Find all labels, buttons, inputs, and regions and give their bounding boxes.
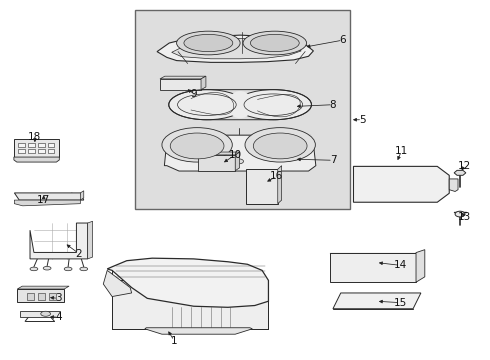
Ellipse shape bbox=[243, 31, 307, 55]
Polygon shape bbox=[278, 166, 282, 204]
Polygon shape bbox=[164, 135, 316, 171]
Polygon shape bbox=[454, 170, 466, 175]
Bar bbox=[48, 149, 54, 153]
Text: 7: 7 bbox=[330, 155, 336, 165]
Ellipse shape bbox=[64, 267, 72, 271]
Bar bbox=[27, 293, 34, 300]
Ellipse shape bbox=[228, 91, 252, 118]
Text: 5: 5 bbox=[359, 115, 366, 125]
Text: 8: 8 bbox=[330, 100, 336, 110]
Polygon shape bbox=[198, 155, 235, 171]
Ellipse shape bbox=[41, 311, 50, 316]
Bar bbox=[49, 293, 56, 300]
Bar bbox=[18, 143, 25, 147]
Text: 17: 17 bbox=[37, 195, 50, 205]
Text: 4: 4 bbox=[55, 312, 62, 322]
Polygon shape bbox=[416, 250, 425, 282]
Ellipse shape bbox=[235, 90, 312, 120]
Text: 11: 11 bbox=[395, 146, 408, 156]
Polygon shape bbox=[107, 258, 269, 307]
Polygon shape bbox=[14, 200, 80, 206]
Polygon shape bbox=[14, 193, 84, 200]
Bar bbox=[28, 149, 35, 153]
Text: 18: 18 bbox=[28, 132, 42, 142]
Ellipse shape bbox=[170, 133, 224, 159]
Ellipse shape bbox=[80, 267, 88, 271]
Polygon shape bbox=[17, 286, 69, 289]
Text: 6: 6 bbox=[340, 35, 346, 45]
Text: 9: 9 bbox=[191, 89, 197, 99]
Bar bbox=[38, 143, 45, 147]
Ellipse shape bbox=[162, 128, 232, 162]
Text: 13: 13 bbox=[458, 212, 471, 221]
Text: 12: 12 bbox=[458, 161, 471, 171]
Ellipse shape bbox=[234, 159, 244, 164]
Bar bbox=[18, 149, 25, 153]
Polygon shape bbox=[157, 35, 314, 62]
Bar bbox=[38, 149, 45, 153]
Polygon shape bbox=[160, 76, 206, 79]
Polygon shape bbox=[112, 280, 269, 329]
Text: 10: 10 bbox=[229, 150, 242, 160]
Ellipse shape bbox=[253, 133, 307, 159]
Polygon shape bbox=[330, 253, 416, 282]
Ellipse shape bbox=[455, 211, 465, 217]
Polygon shape bbox=[198, 152, 240, 155]
Bar bbox=[135, 10, 350, 209]
Polygon shape bbox=[20, 311, 60, 317]
Text: 14: 14 bbox=[394, 260, 407, 270]
Polygon shape bbox=[88, 221, 93, 259]
Ellipse shape bbox=[176, 31, 240, 55]
Text: 1: 1 bbox=[171, 336, 177, 346]
Bar bbox=[38, 293, 45, 300]
Polygon shape bbox=[14, 157, 59, 162]
Bar bbox=[48, 143, 54, 147]
Polygon shape bbox=[145, 328, 252, 334]
Text: 3: 3 bbox=[55, 293, 62, 303]
Ellipse shape bbox=[250, 35, 299, 51]
Polygon shape bbox=[201, 76, 206, 90]
Polygon shape bbox=[353, 166, 449, 202]
Polygon shape bbox=[172, 39, 301, 59]
Text: 15: 15 bbox=[394, 298, 407, 308]
Polygon shape bbox=[80, 191, 84, 200]
Polygon shape bbox=[30, 223, 88, 259]
Polygon shape bbox=[333, 293, 421, 309]
Polygon shape bbox=[14, 139, 59, 157]
Polygon shape bbox=[103, 270, 132, 297]
Polygon shape bbox=[235, 152, 240, 171]
Text: 16: 16 bbox=[270, 171, 283, 181]
Ellipse shape bbox=[245, 128, 316, 162]
Polygon shape bbox=[246, 169, 278, 204]
Text: 2: 2 bbox=[75, 248, 82, 258]
Polygon shape bbox=[160, 79, 201, 90]
Ellipse shape bbox=[169, 90, 245, 120]
Bar bbox=[28, 143, 35, 147]
Ellipse shape bbox=[184, 35, 233, 51]
Ellipse shape bbox=[43, 266, 51, 270]
Ellipse shape bbox=[30, 267, 38, 271]
Polygon shape bbox=[449, 179, 458, 192]
Polygon shape bbox=[17, 289, 64, 302]
